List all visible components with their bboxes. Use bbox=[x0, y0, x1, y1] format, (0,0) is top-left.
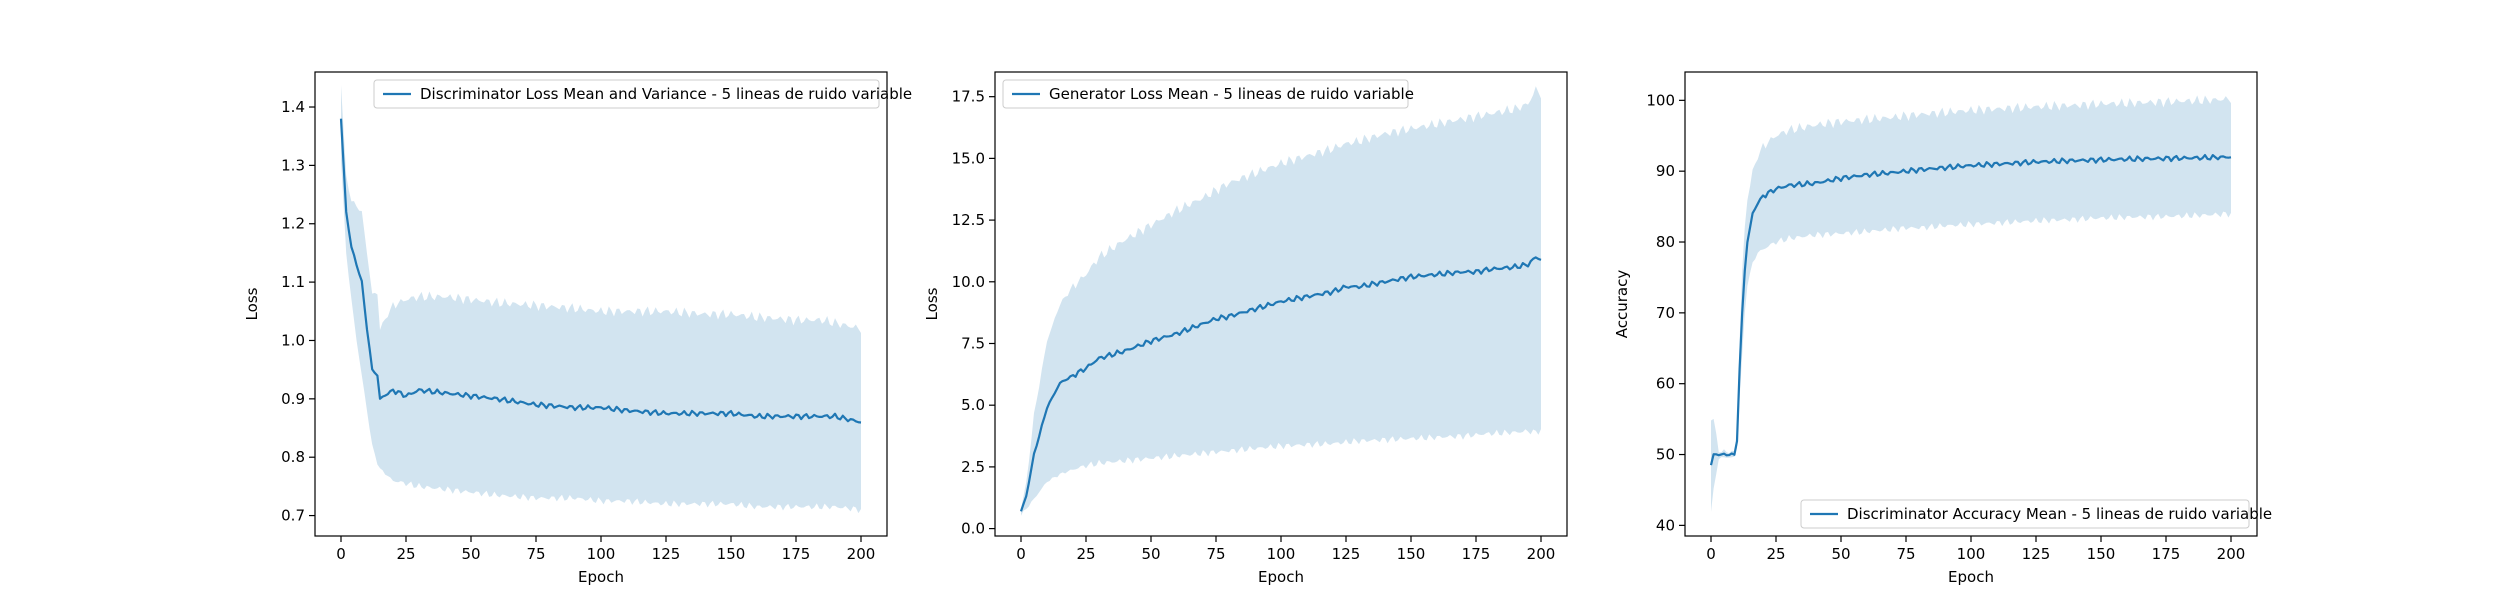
x-tick-label: 50 bbox=[1831, 545, 1850, 563]
y-tick-label: 1.1 bbox=[281, 273, 305, 291]
chart-panel-1: 0 25 50 75 100 125 150 175 200 0.7 0.8 0.9 1.0 1.1 1.2… bbox=[243, 71, 912, 586]
x-tick-label: 125 bbox=[2022, 545, 2051, 563]
x-tick-label: 0 bbox=[336, 545, 346, 563]
y-tick-label: 1.3 bbox=[281, 156, 305, 174]
mean-line-2 bbox=[1019, 256, 1542, 512]
x-axis-title: Epoch bbox=[1258, 568, 1304, 586]
legend-label: Discriminator Accuracy Mean - 5 lineas d… bbox=[1847, 505, 2272, 523]
x-tick-label: 75 bbox=[1206, 545, 1225, 563]
x-tick-label: 50 bbox=[1141, 545, 1160, 563]
y-tick-label: 80 bbox=[1656, 233, 1675, 251]
y-tick-label: 100 bbox=[1646, 91, 1675, 109]
y-tick-label: 60 bbox=[1656, 375, 1675, 393]
x-tick-label: 75 bbox=[1896, 545, 1915, 563]
x-tick-label: 0 bbox=[1706, 545, 1716, 563]
y-tick-label: 12.5 bbox=[952, 211, 985, 229]
y-axis-title: Accuracy bbox=[1613, 270, 1631, 339]
y-tick-label: 2.5 bbox=[961, 458, 985, 476]
y-axis-title: Loss bbox=[243, 287, 261, 320]
x-axis-title: Epoch bbox=[578, 568, 624, 586]
x-tick-label: 125 bbox=[1332, 545, 1361, 563]
x-tick-label: 25 bbox=[396, 545, 415, 563]
y-tick-label: 1.2 bbox=[281, 215, 305, 233]
legend-label: Generator Loss Mean - 5 lineas de ruido … bbox=[1049, 85, 1414, 103]
x-tick-label: 175 bbox=[1462, 545, 1491, 563]
y-tick-label: 0.7 bbox=[281, 507, 305, 525]
y-tick-label: 15.0 bbox=[952, 149, 985, 167]
x-tick-label: 100 bbox=[1957, 545, 1986, 563]
legend-3: Discriminator Accuracy Mean - 5 lineas d… bbox=[1800, 499, 2272, 529]
x-tick-label: 0 bbox=[1016, 545, 1026, 563]
plot-area-1 bbox=[339, 85, 862, 514]
y-tick-label: 10.0 bbox=[952, 273, 985, 291]
x-tick-label: 150 bbox=[1397, 545, 1426, 563]
plot-area-2 bbox=[1019, 86, 1542, 516]
x-tick-label: 100 bbox=[587, 545, 616, 563]
y-tick-label: 0.9 bbox=[281, 390, 305, 408]
legend-box bbox=[373, 79, 880, 109]
legend-2: Generator Loss Mean - 5 lineas de ruido … bbox=[1002, 79, 1414, 109]
x-tick-label: 200 bbox=[2217, 545, 2246, 563]
x-tick-label: 75 bbox=[526, 545, 545, 563]
y-tick-label: 5.0 bbox=[961, 396, 985, 414]
y-tick-label: 7.5 bbox=[961, 334, 985, 352]
chart-panel-2: 0 25 50 75 100 125 150 175 200 0.0 2.5 5.0 7.5 10.0 12… bbox=[923, 71, 1568, 586]
y-tick-label: 50 bbox=[1656, 446, 1675, 464]
x-tick-label: 125 bbox=[652, 545, 681, 563]
x-tick-label: 150 bbox=[717, 545, 746, 563]
y-tick-label: 40 bbox=[1656, 516, 1675, 534]
y-tick-label: 17.5 bbox=[952, 88, 985, 106]
mean-line-3 bbox=[1709, 153, 2232, 466]
y-axis-title: Loss bbox=[923, 287, 941, 320]
legend-box bbox=[1002, 79, 1409, 109]
mean-line-1 bbox=[339, 118, 862, 424]
y-tick-label: 1.4 bbox=[281, 98, 305, 116]
x-tick-label: 200 bbox=[847, 545, 876, 563]
x-tick-label: 25 bbox=[1766, 545, 1785, 563]
legend-box bbox=[1800, 499, 2250, 529]
variance-band-3 bbox=[1711, 95, 2231, 512]
x-tick-label: 175 bbox=[2152, 545, 2181, 563]
y-tick-label: 0.0 bbox=[961, 520, 985, 538]
x-tick-label: 50 bbox=[461, 545, 480, 563]
plot-area-3 bbox=[1709, 95, 2232, 512]
x-tick-label: 100 bbox=[1267, 545, 1296, 563]
x-tick-label: 175 bbox=[782, 545, 811, 563]
variance-band-1 bbox=[341, 85, 861, 514]
x-tick-label: 150 bbox=[2087, 545, 2116, 563]
y-tick-label: 70 bbox=[1656, 304, 1675, 322]
x-tick-label: 200 bbox=[1527, 545, 1556, 563]
x-axis-title: Epoch bbox=[1948, 568, 1994, 586]
legend-label: Discriminator Loss Mean and Variance - 5… bbox=[420, 85, 912, 103]
y-tick-label: 90 bbox=[1656, 162, 1675, 180]
chart-panel-3: 0 25 50 75 100 125 150 175 200 40 50 60 70 80 90 100 Epo… bbox=[1613, 71, 2272, 586]
legend-1: Discriminator Loss Mean and Variance - 5… bbox=[373, 79, 912, 109]
x-tick-label: 25 bbox=[1076, 545, 1095, 563]
y-tick-label: 0.8 bbox=[281, 448, 305, 466]
y-tick-label: 1.0 bbox=[281, 331, 305, 349]
